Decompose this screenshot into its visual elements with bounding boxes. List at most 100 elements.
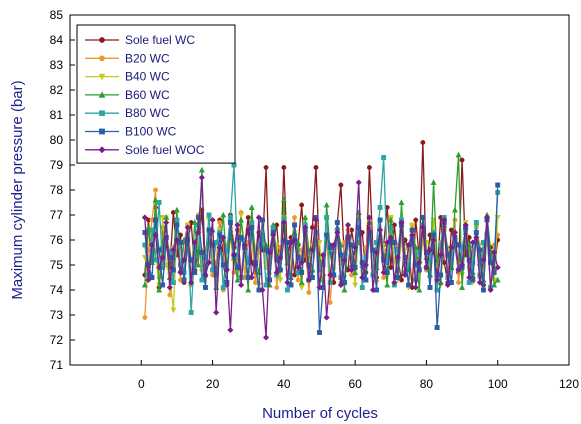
- data-point: [405, 241, 412, 249]
- data-point: [159, 215, 166, 221]
- data-point: [292, 222, 298, 228]
- data-point: [249, 225, 255, 230]
- data-point: [456, 280, 461, 285]
- data-point: [145, 276, 152, 284]
- data-point: [202, 285, 208, 290]
- data-point: [302, 214, 309, 220]
- data-point: [195, 229, 202, 236]
- data-point: [277, 267, 283, 273]
- x-tick-label: 40: [277, 377, 291, 391]
- data-point: [406, 282, 412, 288]
- data-point: [444, 281, 451, 289]
- data-point: [359, 274, 366, 281]
- data-point: [381, 275, 387, 280]
- y-tick-label: 77: [50, 208, 64, 222]
- data-point: [235, 265, 240, 270]
- data-point: [376, 226, 384, 234]
- data-point: [324, 232, 330, 238]
- data-point: [245, 286, 252, 293]
- data-point: [484, 232, 490, 238]
- data-point: [227, 215, 233, 220]
- data-point: [145, 262, 151, 268]
- data-point: [483, 214, 491, 221]
- y-tick-label: 76: [50, 233, 64, 247]
- y-tick-label: 82: [50, 83, 64, 97]
- data-point: [366, 165, 372, 170]
- data-point: [195, 215, 201, 220]
- data-point: [413, 217, 419, 223]
- data-point: [274, 257, 280, 263]
- data-point: [306, 290, 312, 295]
- data-point: [394, 254, 402, 261]
- data-point: [217, 232, 223, 238]
- data-point: [420, 215, 426, 220]
- data-point: [430, 179, 437, 185]
- legend: Sole fuel WC B20 WC B40 WC B60 WC B80 WC B100…: [76, 24, 236, 164]
- y-tick-label: 84: [50, 33, 64, 47]
- data-point: [153, 257, 158, 263]
- data-point: [263, 165, 269, 170]
- data-point: [323, 201, 330, 208]
- data-point: [384, 239, 391, 246]
- data-point: [280, 219, 288, 226]
- y-tick-label: 79: [50, 158, 64, 172]
- data-point: [205, 259, 213, 266]
- data-point: [220, 285, 226, 290]
- data-point: [277, 277, 284, 284]
- data-point: [163, 235, 169, 240]
- data-point: [270, 231, 277, 239]
- data-point: [352, 269, 359, 275]
- data-point: [262, 334, 270, 341]
- data-point: [416, 267, 422, 273]
- data-point: [227, 220, 233, 225]
- data-point: [334, 229, 341, 236]
- data-point: [153, 187, 158, 193]
- data-point: [281, 165, 287, 170]
- ticks-layer: 71 72 73 74 75 76 77 78 79 80 81 82 83 84 85 0 20 40 60 80 1…: [50, 8, 580, 391]
- data-point: [330, 241, 337, 249]
- data-point: [259, 286, 266, 294]
- data-point: [266, 249, 273, 256]
- data-point: [185, 237, 191, 243]
- data-point: [323, 314, 330, 321]
- data-point: [142, 315, 148, 320]
- data-point: [309, 275, 315, 280]
- x-tick-label: 20: [206, 377, 220, 391]
- data-point: [388, 225, 394, 230]
- data-point: [252, 261, 259, 269]
- data-point: [342, 280, 347, 285]
- series-line: [144, 176, 499, 339]
- series-sole-fuel-woc: [141, 174, 501, 341]
- data-point: [337, 281, 345, 289]
- data-point: [152, 231, 159, 239]
- data-point: [159, 254, 166, 261]
- data-point: [416, 286, 423, 293]
- data-point: [462, 221, 469, 229]
- data-point: [153, 217, 158, 223]
- data-point: [292, 272, 297, 278]
- data-point: [341, 286, 348, 293]
- data-point: [156, 200, 162, 205]
- legend-item-b100-wc: B100 WC: [85, 125, 177, 139]
- x-axis-title: Number of cycles: [262, 405, 378, 422]
- data-point: [334, 220, 340, 225]
- data-point: [434, 325, 440, 330]
- data-point: [369, 286, 377, 294]
- data-point: [362, 261, 369, 269]
- data-point: [391, 240, 397, 245]
- data-point: [366, 214, 373, 221]
- data-point: [448, 244, 455, 251]
- data-point: [284, 287, 290, 293]
- data-point: [148, 241, 156, 249]
- data-point: [476, 279, 484, 286]
- data-point: [273, 269, 280, 276]
- legend-swatch-marker: [99, 37, 105, 43]
- data-point: [327, 271, 334, 279]
- data-point: [395, 275, 401, 280]
- data-point: [355, 179, 362, 186]
- data-point: [459, 284, 466, 290]
- data-point: [470, 277, 476, 283]
- legend-label: Sole fuel WC: [125, 33, 195, 47]
- data-point: [198, 174, 206, 181]
- legend-label: Sole fuel WOC: [125, 143, 205, 157]
